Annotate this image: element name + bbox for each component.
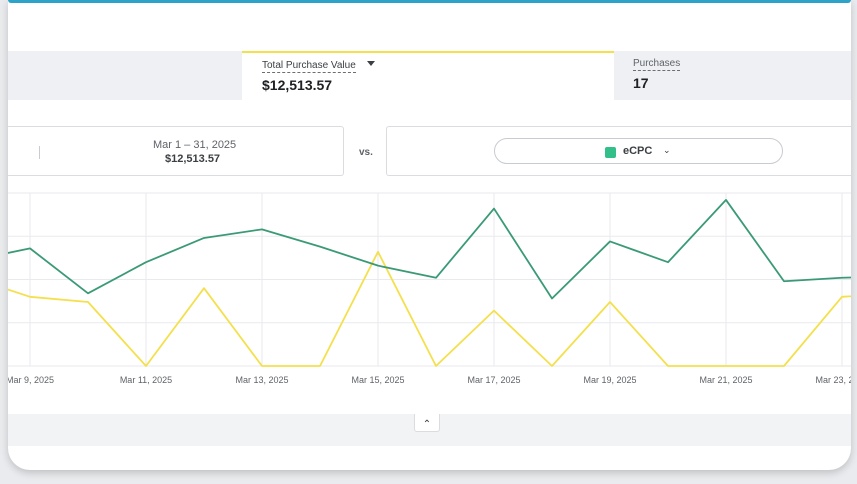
chart-grid — [8, 192, 851, 367]
x-tick-label: Mar 19, 2025 — [583, 375, 636, 385]
series-line-total-purchase-value — [8, 250, 851, 367]
chart-lines — [8, 199, 851, 367]
report-card: Total Purchase Value $12,513.57 Purchase… — [8, 0, 851, 470]
x-axis-ticks: Mar 9, 2025 Mar 11, 2025 Mar 13, 2025 Mar 1… — [8, 375, 851, 385]
top-accent-bar — [8, 0, 851, 3]
metric-value: $12,513.57 — [262, 77, 333, 93]
caret-down-icon[interactable] — [367, 61, 376, 67]
metric-tabs: Total Purchase Value $12,513.57 Purchase… — [8, 51, 851, 100]
compare-metric-dropdown[interactable]: eCPC ⌄ — [494, 138, 783, 164]
metric-value: 17 — [633, 75, 649, 91]
divider — [39, 146, 40, 159]
x-tick-label: Mar 11, 2025 — [120, 375, 172, 385]
x-tick-label: Mar 13, 2025 — [235, 375, 288, 385]
x-tick-label: Mar 17, 2025 — [467, 375, 520, 385]
series-line-ecpc — [8, 199, 851, 300]
x-tick-label: Mar 15, 2025 — [351, 375, 404, 385]
date-range-selector[interactable]: Mar 1 – 31, 2025 $12,513.57 — [8, 126, 344, 176]
chevron-up-icon: ⌃ — [422, 419, 432, 430]
series-swatch — [605, 147, 616, 158]
line-chart: Mar 9, 2025 Mar 11, 2025 Mar 13, 2025 Mar 1… — [8, 192, 851, 385]
metric-label[interactable]: Total Purchase Value — [262, 60, 356, 73]
x-tick-label: Mar 23, 2025 — [815, 375, 851, 385]
compare-panel: eCPC ⌄ — [386, 126, 851, 176]
date-range-label: Mar 1 – 31, 2025 — [153, 139, 237, 151]
vs-label: vs. — [359, 147, 373, 158]
x-tick-label: Mar 21, 2025 — [699, 375, 752, 385]
collapse-button[interactable]: ⌃ — [414, 414, 440, 432]
metric-label[interactable]: Purchases — [633, 58, 681, 71]
chevron-down-icon: ⌄ — [663, 145, 671, 155]
date-range-total: $12,513.57 — [165, 153, 221, 165]
metric-tab-total-purchase-value[interactable]: Total Purchase Value $12,513.57 — [242, 51, 614, 100]
compare-metric-label: eCPC — [623, 145, 653, 157]
x-tick-label: Mar 9, 2025 — [8, 375, 54, 385]
metric-tab-purchases[interactable]: Purchases 17 — [614, 51, 851, 100]
